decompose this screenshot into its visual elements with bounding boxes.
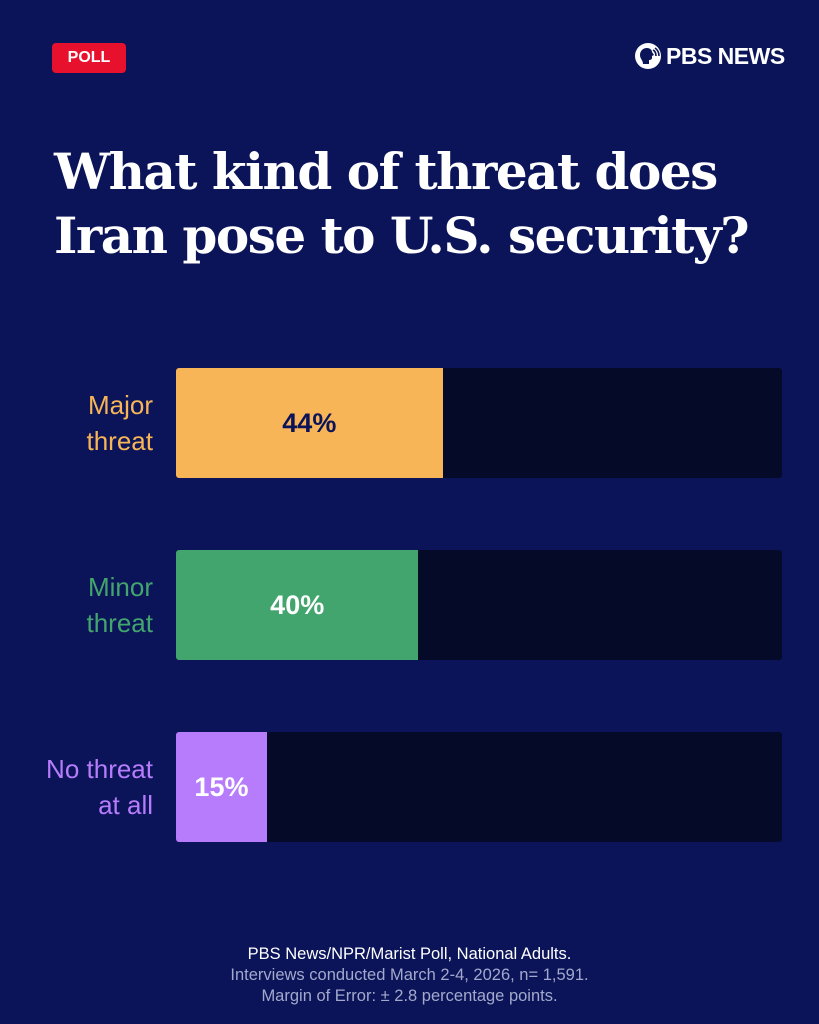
pbs-head-icon [635,43,661,69]
logo-text: PBS NEWS [666,42,785,69]
title-line: What kind of threat does [54,142,718,201]
poll-badge: POLL [52,43,126,73]
category-label-line: Major [87,390,153,420]
pbs-news-logo: PBS NEWS [634,42,785,70]
data-label: 15% [194,771,249,802]
category-label-line: Minor [87,572,153,602]
bar-row: No threat at all 15% [0,732,819,842]
title-line: Iran pose to U.S. security? [54,206,750,265]
category-label: Major threat [87,387,154,459]
category-label-line: at all [98,790,153,820]
category-label-line: threat [86,608,154,638]
chart-title: What kind of threat does Iran pose to U.S… [54,140,750,268]
footer: PBS News/NPR/Marist Poll, National Adult… [0,944,819,1007]
bar-track: 15% [176,732,782,842]
bar: 15% [176,732,267,842]
category-label: Minor threat [87,569,154,641]
margin-of-error-note: Margin of Error: ± 2.8 percentage points… [261,987,558,1005]
data-label: 40% [270,589,325,620]
bar-track: 40% [176,550,782,660]
data-label: 44% [282,407,337,438]
source-note: PBS News/NPR/Marist Poll, National Adult… [247,945,572,963]
bar-row: Major threat 44% [0,368,819,478]
category-label: No threat at all [46,751,153,823]
bar: 40% [176,550,419,660]
bar-track: 44% [176,368,782,478]
category-label-line: No threat [46,754,153,784]
bar: 44% [176,368,443,478]
bar-row: Minor threat 40% [0,550,819,660]
dates-note: Interviews conducted March 2-4, 2026, n=… [230,966,589,984]
category-label-line: threat [86,426,154,456]
